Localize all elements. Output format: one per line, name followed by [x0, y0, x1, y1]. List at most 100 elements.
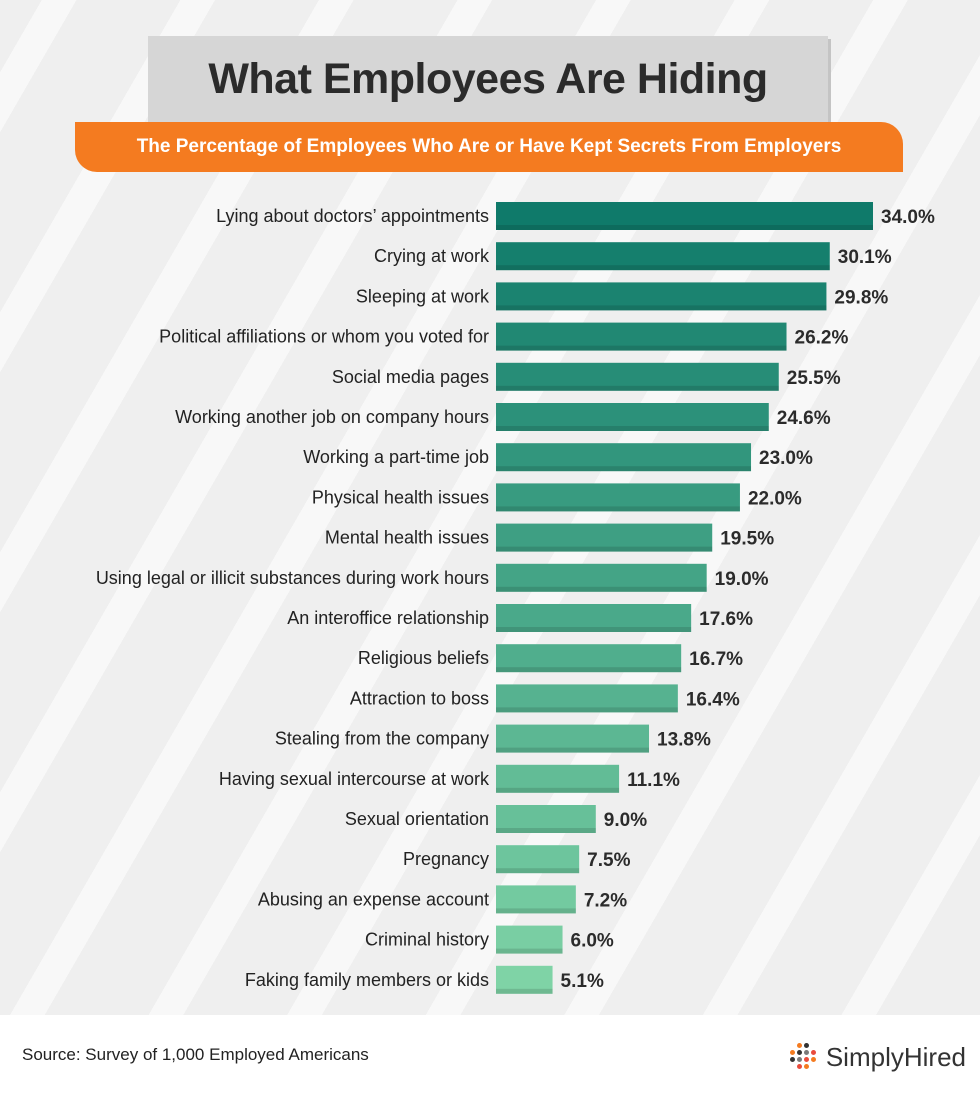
value-label: 16.4% — [686, 689, 740, 710]
value-label: 16.7% — [689, 649, 743, 670]
value-label: 23.0% — [759, 448, 813, 469]
value-label: 26.2% — [795, 328, 849, 349]
category-label: Sexual orientation — [345, 809, 489, 829]
value-label: 7.5% — [587, 850, 630, 871]
bar — [496, 322, 787, 351]
bar-shadow — [496, 627, 692, 632]
value-label: 30.1% — [838, 247, 892, 268]
category-label: Stealing from the company — [275, 729, 489, 749]
value-label: 11.1% — [627, 770, 680, 791]
category-label: Faking family members or kids — [245, 970, 489, 990]
category-label: Abusing an expense account — [258, 889, 489, 909]
category-label: Sleeping at work — [356, 286, 490, 306]
value-label: 19.5% — [720, 529, 774, 550]
value-label: 29.8% — [834, 287, 888, 308]
bar-shadow — [496, 707, 678, 713]
category-label: Physical health issues — [312, 487, 489, 507]
category-label: Social media pages — [332, 367, 489, 387]
bar — [496, 845, 580, 874]
category-label: Pregnancy — [403, 849, 489, 869]
category-label: Attraction to boss — [350, 688, 489, 708]
bar — [496, 965, 553, 994]
category-label: An interoffice relationship — [287, 608, 489, 628]
category-label: Political affiliations or whom you voted… — [159, 327, 489, 347]
logo-dot — [796, 1050, 802, 1055]
logo-dot — [803, 1064, 809, 1069]
value-label: 25.5% — [787, 368, 841, 389]
value-label: 34.0% — [881, 207, 935, 228]
simplyhired-logo: SimplyHired — [789, 1037, 966, 1077]
category-label: Using legal or illicit substances during… — [96, 568, 489, 588]
bar — [496, 523, 713, 552]
value-label: 6.0% — [571, 931, 614, 952]
value-label: 17.6% — [699, 609, 753, 630]
category-label: Working a part-time job — [303, 447, 489, 467]
title-box: What Employees Are Hiding — [148, 36, 828, 122]
footer: Source: Survey of 1,000 Employed America… — [0, 1015, 980, 1103]
bar-shadow — [496, 265, 830, 271]
bar-shadow — [496, 747, 650, 753]
bar-shadow — [496, 988, 553, 994]
category-label: Having sexual intercourse at work — [219, 769, 490, 789]
category-label: Religious beliefs — [358, 648, 489, 668]
logo-dot — [796, 1043, 802, 1048]
category-label: Lying about doctors’ appointments — [216, 206, 489, 226]
logo-dot — [803, 1050, 809, 1055]
category-label: Working another job on company hours — [175, 407, 489, 427]
logo-dot — [789, 1057, 795, 1062]
bar — [496, 925, 563, 954]
logo-text: SimplyHired — [825, 1041, 966, 1072]
subtitle-banner: The Percentage of Employees Who Are or H… — [75, 122, 903, 172]
category-label: Mental health issues — [325, 528, 489, 548]
category-label: Crying at work — [374, 246, 490, 266]
simplyhired-dots-icon — [789, 1043, 818, 1071]
bar-shadow — [496, 305, 827, 311]
bar-shadow — [496, 667, 682, 673]
bar-shadow — [496, 345, 787, 351]
bar — [496, 242, 830, 271]
bar — [496, 282, 827, 311]
bar-shadow — [496, 506, 740, 512]
bar — [496, 403, 769, 431]
logo-dot — [803, 1057, 809, 1062]
bar-shadow — [496, 908, 576, 914]
value-label: 24.6% — [777, 408, 831, 429]
bar — [496, 644, 682, 673]
bar — [496, 563, 707, 592]
bar-shadow — [496, 546, 713, 552]
value-label: 5.1% — [561, 971, 604, 992]
bar — [496, 885, 576, 914]
bar-shadow — [496, 828, 596, 833]
bar — [496, 764, 620, 793]
bar — [496, 483, 740, 512]
chart-subtitle: The Percentage of Employees Who Are or H… — [136, 136, 842, 157]
bar — [496, 604, 692, 632]
bar — [496, 443, 752, 472]
bar — [496, 724, 650, 753]
logo-dot — [803, 1043, 809, 1048]
bar — [496, 805, 596, 833]
bar-chart: Lying about doctors’ appointments 34.0% Cr… — [96, 202, 935, 994]
value-label: 9.0% — [604, 810, 647, 831]
source-note: Source: Survey of 1,000 Employed America… — [22, 1045, 369, 1064]
bar-shadow — [496, 385, 779, 391]
category-label: Criminal history — [365, 930, 489, 950]
value-label: 7.2% — [584, 890, 627, 911]
value-label: 19.0% — [715, 569, 769, 590]
bar — [496, 684, 678, 713]
value-label: 22.0% — [748, 488, 802, 509]
bar-shadow — [496, 586, 707, 592]
bar-shadow — [496, 787, 620, 793]
logo-dot — [810, 1050, 816, 1055]
bar-shadow — [496, 466, 752, 472]
bar — [496, 202, 873, 230]
logo-dot — [810, 1057, 816, 1062]
bar-shadow — [496, 868, 580, 874]
bar — [496, 362, 779, 391]
logo-dot — [796, 1057, 802, 1062]
logo-dot — [796, 1064, 802, 1069]
logo-dot — [789, 1050, 795, 1055]
bar-shadow — [496, 225, 873, 230]
chart-title: What Employees Are Hiding — [208, 54, 768, 103]
bar-shadow — [496, 426, 769, 431]
